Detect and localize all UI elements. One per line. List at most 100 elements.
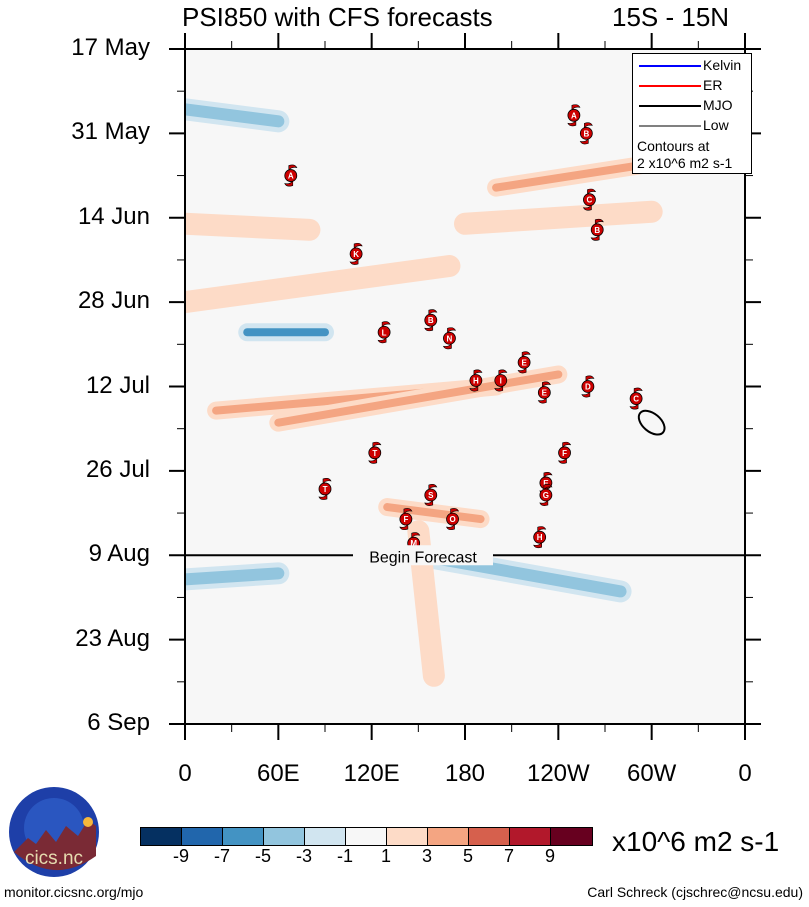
- storm-marker: K: [349, 242, 363, 265]
- storm-marker: F: [558, 441, 572, 464]
- storm-label: G: [543, 491, 549, 500]
- colorbar-swatch: [305, 828, 346, 845]
- colorbar-swatch: [469, 828, 510, 845]
- x-tick-label: 0: [738, 760, 752, 787]
- anomaly-band: [383, 503, 485, 524]
- storm-label: I: [500, 376, 502, 385]
- legend-entry-low: Low: [637, 116, 751, 136]
- storm-label: C: [633, 395, 639, 404]
- storm-marker: C: [582, 188, 596, 211]
- storm-disc: [537, 386, 551, 399]
- colorbar-tick-label: -3: [295, 846, 312, 866]
- anomaly-band: [274, 370, 563, 427]
- legend: Kelvin ER MJO Low Contours at 2 x10^6 m2…: [632, 53, 752, 174]
- storm-label: E: [521, 358, 527, 367]
- footer-url: monitor.cicsnc.org/mjo: [4, 884, 144, 900]
- storm-label: E: [542, 389, 548, 398]
- colorbar-tick-label: 5: [462, 846, 473, 866]
- x-tick-label: 120E: [343, 760, 400, 787]
- storm-label: T: [372, 449, 377, 458]
- storm-marker: T: [318, 477, 332, 500]
- storm-label: B: [594, 226, 600, 235]
- colorbar-tick-label: -1: [336, 846, 353, 866]
- storm-marker: S: [424, 484, 438, 506]
- storm-marker: O: [446, 508, 460, 531]
- legend-entry-er: ER: [637, 76, 751, 96]
- y-tick-label: 23 Aug: [75, 624, 150, 652]
- storm-disc: [424, 313, 438, 327]
- storm-marker: B: [579, 122, 593, 145]
- storm-marker: A: [567, 104, 581, 127]
- logo-sun: [83, 817, 93, 827]
- colorbar-tick-label: 3: [421, 846, 432, 866]
- storm-disc: [469, 374, 483, 387]
- storm-disc: [377, 325, 391, 339]
- legend-contour-note: Contours at 2 x10^6 m2 s-1: [637, 138, 732, 172]
- y-tick-label: 9 Aug: [88, 540, 150, 568]
- y-tick-label: 26 Jul: [85, 455, 150, 483]
- storm-disc: [494, 374, 508, 387]
- mjo-contour: [637, 409, 666, 436]
- storm-disc: [539, 488, 553, 502]
- legend-entry-kelvin: Kelvin: [637, 56, 751, 76]
- legend-line-low: [639, 125, 701, 127]
- colorbar-tick-label: -7: [213, 846, 230, 866]
- y-tick-label: 6 Sep: [87, 709, 150, 736]
- legend-line-mjo: [639, 105, 701, 107]
- colorbar-swatch: [264, 828, 305, 845]
- legend-label: ER: [703, 77, 723, 93]
- storm-label: C: [587, 196, 593, 205]
- colorbar-tick-label: -5: [254, 846, 271, 866]
- storm-marker: G: [539, 484, 553, 506]
- storm-disc: [349, 247, 363, 261]
- storm-label: H: [537, 533, 543, 542]
- storm-marker: L: [377, 321, 391, 344]
- storm-label: K: [353, 250, 359, 259]
- colorbar-swatch: [223, 828, 264, 845]
- storm-label: N: [447, 334, 453, 343]
- storm-disc: [629, 392, 643, 405]
- storm-label: T: [323, 485, 328, 494]
- storm-disc: [284, 169, 298, 182]
- storm-label: M: [410, 539, 417, 548]
- y-tick-label: 31 May: [71, 118, 150, 146]
- storm-marker: T: [368, 441, 382, 464]
- legend-label: Low: [703, 117, 729, 133]
- storm-disc: [567, 108, 581, 122]
- anomaly-band: [185, 567, 285, 586]
- x-tick-label: 0: [178, 760, 192, 787]
- storm-label: B: [428, 316, 434, 325]
- storm-marker: H: [469, 369, 483, 392]
- anomaly-band: [185, 259, 456, 309]
- chart-subtitle: 15S - 15N: [612, 2, 730, 32]
- x-tick-label: 120W: [526, 760, 590, 787]
- legend-label: Kelvin: [703, 57, 742, 73]
- logo-mountains: [14, 820, 96, 871]
- storm-label: E: [543, 479, 549, 488]
- storm-label: D: [585, 383, 591, 392]
- x-tick-label: 60E: [256, 760, 300, 787]
- colorbar-swatch: [551, 828, 592, 845]
- storm-disc: [399, 512, 413, 526]
- storm-marker: A: [284, 164, 298, 187]
- colorbar: [140, 827, 593, 846]
- storm-label: O: [449, 515, 455, 524]
- storm-marker: B: [590, 218, 604, 241]
- storm-disc: [443, 331, 456, 345]
- storm-label: F: [403, 515, 408, 524]
- storm-label: A: [571, 111, 577, 120]
- storm-disc: [581, 380, 595, 393]
- storm-label: H: [473, 376, 479, 385]
- storm-disc: [583, 193, 596, 207]
- storm-label: S: [428, 491, 434, 500]
- axes: Begin Forecast: [169, 33, 761, 740]
- y-tick-label: 14 Jun: [77, 202, 150, 230]
- storm-label: F: [562, 449, 567, 458]
- storm-marker: N: [442, 327, 456, 350]
- y-tick-label: 28 Jun: [77, 287, 150, 315]
- storm-disc: [579, 126, 593, 140]
- cicsnc-logo: cics.nc: [9, 787, 99, 877]
- storm-disc: [558, 446, 571, 460]
- colorbar-swatch: [182, 828, 223, 845]
- colorbar-tick-label: 9: [544, 846, 555, 866]
